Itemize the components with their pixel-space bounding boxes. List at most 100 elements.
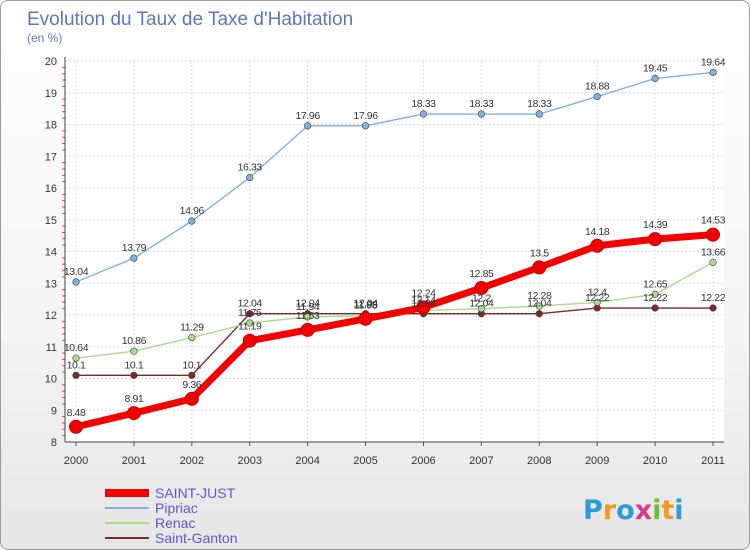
data-label-pipriac: 19.64	[701, 56, 726, 68]
y-tick-label: 16	[45, 183, 57, 195]
x-tick-label: 2005	[353, 455, 377, 467]
data-label-renac: 11.75	[238, 307, 262, 319]
data-label-saint-ganton: 10.1	[124, 359, 143, 371]
x-tick-label: 2007	[469, 455, 493, 467]
point-renac	[246, 319, 254, 327]
data-label-pipriac: 14.96	[180, 205, 205, 217]
data-label-saint-just: 14.18	[585, 226, 610, 238]
y-tick-label: 18	[45, 120, 57, 132]
point-saint-just	[69, 419, 83, 434]
point-saint-just	[532, 260, 547, 275]
data-labels: 10.1 10.1 10.112.04 12.04 12.04 12.04 12.04 12.…	[64, 56, 726, 418]
data-label-pipriac: 18.33	[469, 98, 494, 110]
data-label-saint-ganton: 12.04	[411, 298, 436, 310]
legend-label-renac: Renac	[155, 515, 195, 531]
y-tick-label: 20	[45, 56, 57, 68]
chart-title: Evolution du Taux de Taxe d'Habitation	[27, 9, 353, 30]
data-label-pipriac: 18.33	[411, 98, 436, 110]
data-label-pipriac: 13.04	[64, 266, 89, 278]
data-label-saint-just: 12.24	[411, 287, 436, 299]
y-tick-label: 17	[45, 151, 57, 163]
data-label-saint-ganton: 12.04	[469, 298, 494, 310]
point-renac	[477, 305, 485, 313]
point-saint-just	[126, 406, 141, 421]
point-saint-ganton	[188, 371, 196, 379]
point-saint-just	[590, 238, 605, 253]
x-tick-label: 2010	[643, 455, 667, 467]
data-label-pipriac: 18.33	[527, 98, 552, 110]
logo-letter: r	[603, 495, 617, 526]
data-label-renac: 11.94	[296, 301, 320, 313]
point-pipriac	[419, 110, 428, 118]
point-pipriac	[477, 110, 485, 118]
series	[69, 68, 720, 434]
data-label-renac: 10.86	[122, 335, 147, 347]
chart-subtitle: (en %)	[27, 31, 62, 45]
point-saint-just	[416, 300, 431, 315]
data-label-saint-just: 13.5	[530, 247, 549, 259]
point-pipriac	[188, 217, 196, 225]
point-renac	[304, 313, 312, 321]
data-label-saint-ganton: 12.04	[527, 298, 552, 310]
data-label-saint-just: 14.53	[701, 215, 726, 227]
point-pipriac	[246, 173, 254, 182]
axes: 8 9 10 11 12 13 14 15 16 17 18 19 20 2000 2001 2002 2003…	[45, 56, 725, 467]
y-tick-label: 11	[46, 342, 57, 354]
data-label-renac: 12.2	[472, 293, 491, 305]
logo-letter: x	[635, 495, 652, 526]
point-saint-ganton	[130, 371, 138, 379]
y-tick-label: 19	[45, 88, 57, 100]
data-label-saint-ganton: 12.04	[295, 298, 320, 310]
data-label-saint-ganton: 12.04	[238, 298, 263, 310]
data-label-saint-ganton: 10.1	[67, 359, 86, 371]
series-line-pipriac	[75, 71, 714, 283]
legend-label-pipriac: Pipriac	[155, 500, 198, 516]
grid	[65, 60, 724, 443]
point-saint-just	[358, 311, 373, 326]
data-label-saint-just: 8.91	[124, 393, 143, 405]
x-tick-label: 2011	[701, 455, 725, 467]
point-saint-just	[474, 281, 489, 296]
y-tick-label: 15	[45, 215, 57, 227]
data-label-saint-just: 11.19	[238, 321, 262, 333]
legend-label-saint-ganton: Saint-Ganton	[155, 530, 238, 546]
data-label-pipriac: 13.79	[122, 242, 147, 254]
data-label-saint-ganton: 10.1	[182, 359, 201, 371]
logo-letter: P	[583, 495, 603, 526]
point-saint-just	[300, 322, 315, 337]
series-line-saint-just	[72, 231, 717, 431]
point-pipriac	[535, 110, 543, 118]
x-tick-label: 2009	[585, 455, 609, 467]
point-pipriac	[72, 278, 80, 286]
data-label-saint-just: 14.39	[643, 219, 668, 231]
data-label-renac: 11.98	[354, 300, 378, 312]
data-label-saint-ganton: 12.22	[643, 292, 668, 304]
x-tick-label: 2008	[527, 455, 551, 467]
x-tick-label: 2000	[64, 455, 88, 467]
point-saint-ganton	[709, 304, 717, 312]
data-label-pipriac: 19.45	[643, 62, 668, 74]
point-pipriac	[130, 254, 138, 262]
point-saint-just	[648, 232, 663, 247]
y-tick-label: 12	[45, 310, 57, 322]
point-saint-just	[242, 333, 257, 348]
data-label-saint-ganton: 12.04	[353, 298, 378, 310]
logo-letter: t	[661, 495, 674, 526]
data-label-saint-just: 11.88	[354, 299, 378, 311]
point-saint-ganton	[72, 371, 80, 379]
data-label-saint-just: 9.36	[182, 379, 201, 391]
point-renac	[72, 354, 80, 362]
point-pipriac	[709, 68, 717, 77]
data-label-renac: 12.4	[588, 286, 607, 298]
y-tick-label: 10	[45, 374, 57, 386]
y-tick-label: 13	[45, 278, 57, 290]
point-saint-ganton	[651, 304, 659, 312]
point-pipriac	[304, 122, 312, 130]
logo-letter: i	[674, 495, 683, 526]
logo-letter: i	[652, 495, 661, 526]
proxiti-logo: Proxiti	[583, 495, 684, 526]
data-label-saint-just: 12.85	[469, 268, 494, 280]
